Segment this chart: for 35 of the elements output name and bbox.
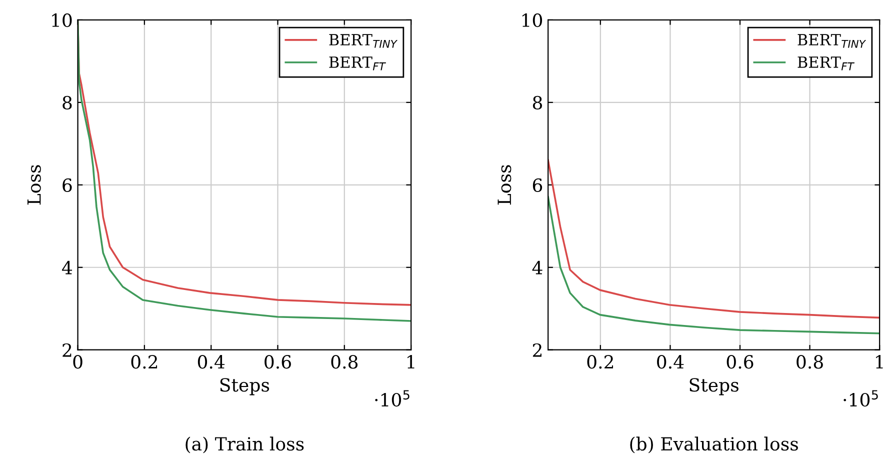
x-tick-label: 0.6 — [726, 355, 754, 369]
legend-label: BERT$_{TINY}$ — [329, 34, 398, 48]
x-tick-label: 0.2 — [587, 355, 614, 369]
x-tick-label: 0.4 — [657, 355, 684, 369]
y-axis-title: Loss — [498, 165, 512, 205]
x-tick-label: 0.2 — [131, 355, 158, 369]
x-tick-label: 1 — [408, 355, 414, 368]
x-tick-label: 0.6 — [264, 355, 291, 369]
line-series — [548, 196, 880, 334]
text: (a) Train loss — [186, 436, 304, 454]
x-tick-label: 1 — [876, 355, 883, 368]
y-tick-label: 10 — [522, 13, 542, 28]
y-tick-label: 2 — [62, 343, 72, 357]
y-tick-label: 2 — [532, 343, 542, 357]
y-tick-label: 8 — [62, 96, 72, 110]
y-tick-label: 6 — [532, 178, 542, 192]
y-tick-label: 4 — [532, 260, 542, 274]
legend-label: BERT$_{FT}$ — [329, 56, 386, 70]
legend-label: BERT$_{TINY}$ — [798, 34, 866, 48]
text: ·10$^{5}$ — [375, 390, 410, 407]
x-axis-title: Steps — [220, 378, 270, 396]
x-tick-label: 0 — [73, 355, 82, 369]
x-tick-label: 0.8 — [331, 355, 358, 369]
y-tick-label: 10 — [52, 13, 72, 28]
x-axis-title: Steps — [690, 378, 738, 396]
y-tick-label: 6 — [62, 178, 72, 192]
y-tick-label: 4 — [62, 260, 72, 274]
legend-label: BERT$_{FT}$ — [798, 56, 855, 70]
x-tick-label: 0.8 — [796, 355, 823, 369]
y-tick-label: 8 — [532, 96, 542, 110]
text: ·10$^{5}$ — [844, 390, 878, 407]
y-axis-title: Loss — [27, 165, 41, 205]
x-tick-label: 0.4 — [198, 355, 225, 369]
text: (b) Evaluation loss — [630, 436, 798, 454]
line-series — [548, 159, 880, 319]
